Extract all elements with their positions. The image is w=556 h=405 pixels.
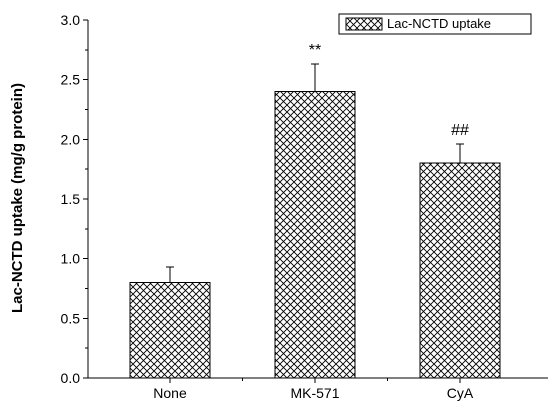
- significance-label: ##: [451, 122, 469, 139]
- tick-labels: 0.0 0.5 1.0 1.5 2.0 2.5 3.0 None MK-571 CyA: [61, 12, 474, 401]
- legend-label: Lac-NCTD uptake: [387, 16, 491, 31]
- y-tick-label: 1.5: [61, 191, 81, 207]
- bar: [419, 162, 501, 379]
- x-tick-label: CyA: [447, 385, 474, 401]
- significance-label: **: [309, 42, 321, 59]
- bar: [274, 91, 356, 379]
- y-axis-label: Lac-NCTD uptake (mg/g protein): [9, 83, 26, 313]
- bar: [129, 281, 211, 379]
- legend-box: [338, 13, 532, 35]
- significance-annotations: ** ##: [309, 42, 469, 139]
- y-tick-label: 3.0: [61, 12, 81, 28]
- error-bars: [166, 63, 464, 283]
- y-tick-label: 2.5: [61, 72, 81, 88]
- x-tick-label: None: [153, 385, 187, 401]
- x-tick-label: MK-571: [290, 385, 339, 401]
- bars: [129, 91, 501, 379]
- y-tick-label: 0.0: [61, 370, 81, 386]
- y-tick-label: 1.0: [61, 251, 81, 267]
- legend-swatch: [345, 17, 383, 31]
- legend: Lac-NCTD uptake: [338, 13, 532, 35]
- y-tick-label: 2.0: [61, 131, 81, 147]
- y-tick-label: 0.5: [61, 310, 81, 326]
